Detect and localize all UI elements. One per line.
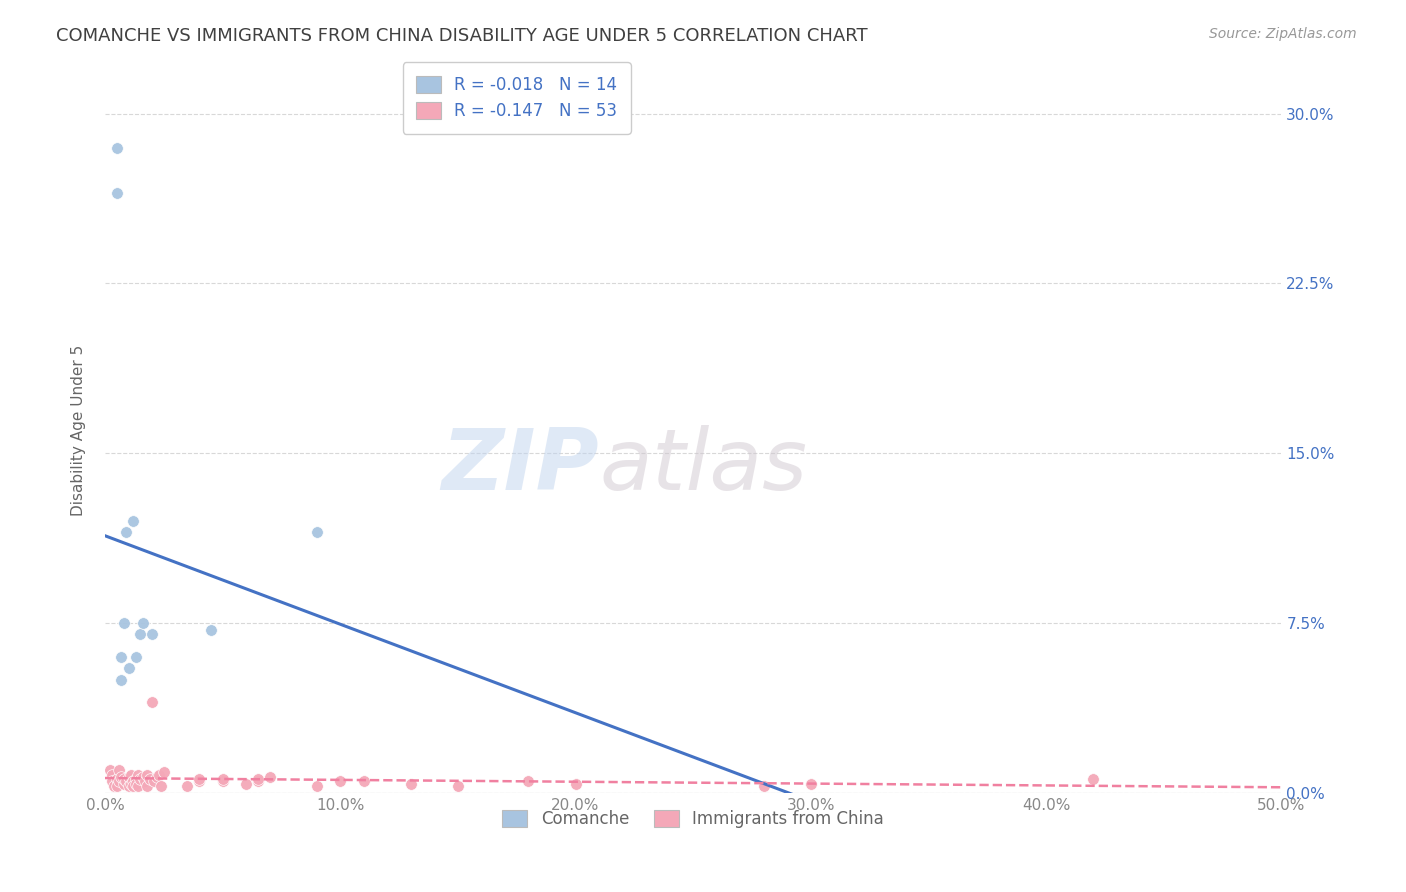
- Point: [131, 615, 153, 630]
- Point: [110, 649, 132, 664]
- Point: [143, 774, 166, 789]
- Point: [127, 779, 149, 793]
- Point: [105, 779, 128, 793]
- Point: [115, 525, 138, 540]
- Point: [105, 772, 128, 786]
- Point: [188, 772, 211, 786]
- Point: [246, 774, 269, 789]
- Point: [399, 776, 422, 790]
- Point: [122, 779, 145, 793]
- Point: [110, 770, 132, 784]
- Point: [211, 772, 233, 786]
- Point: [112, 776, 135, 790]
- Point: [353, 774, 375, 789]
- Point: [305, 779, 328, 793]
- Point: [148, 767, 170, 781]
- Point: [127, 767, 149, 781]
- Point: [115, 774, 138, 789]
- Point: [124, 649, 146, 664]
- Point: [145, 770, 167, 784]
- Point: [120, 767, 142, 781]
- Y-axis label: Disability Age Under 5: Disability Age Under 5: [72, 345, 86, 516]
- Point: [246, 772, 269, 786]
- Point: [176, 779, 198, 793]
- Point: [129, 772, 152, 786]
- Point: [122, 774, 145, 789]
- Point: [103, 779, 125, 793]
- Point: [134, 774, 156, 789]
- Point: [131, 770, 153, 784]
- Point: [105, 141, 128, 155]
- Point: [259, 770, 281, 784]
- Point: [1083, 772, 1105, 786]
- Point: [329, 774, 352, 789]
- Point: [101, 767, 124, 781]
- Point: [141, 695, 163, 709]
- Point: [136, 767, 159, 781]
- Point: [136, 779, 159, 793]
- Point: [447, 779, 470, 793]
- Point: [101, 774, 124, 789]
- Point: [235, 776, 257, 790]
- Point: [112, 772, 135, 786]
- Point: [117, 661, 139, 675]
- Point: [305, 525, 328, 540]
- Point: [124, 776, 146, 790]
- Point: [188, 774, 211, 789]
- Text: Source: ZipAtlas.com: Source: ZipAtlas.com: [1209, 27, 1357, 41]
- Point: [138, 772, 160, 786]
- Point: [564, 776, 586, 790]
- Point: [211, 774, 233, 789]
- Text: atlas: atlas: [599, 425, 807, 508]
- Point: [150, 779, 173, 793]
- Point: [200, 623, 222, 637]
- Point: [117, 779, 139, 793]
- Point: [110, 673, 132, 687]
- Point: [141, 627, 163, 641]
- Point: [120, 776, 142, 790]
- Point: [117, 770, 139, 784]
- Point: [153, 765, 176, 780]
- Text: ZIP: ZIP: [441, 425, 599, 508]
- Point: [752, 779, 775, 793]
- Point: [517, 774, 540, 789]
- Legend: Comanche, Immigrants from China: Comanche, Immigrants from China: [496, 804, 891, 835]
- Point: [800, 776, 823, 790]
- Text: COMANCHE VS IMMIGRANTS FROM CHINA DISABILITY AGE UNDER 5 CORRELATION CHART: COMANCHE VS IMMIGRANTS FROM CHINA DISABI…: [56, 27, 868, 45]
- Point: [105, 186, 128, 200]
- Point: [129, 627, 152, 641]
- Point: [98, 763, 121, 777]
- Point: [124, 772, 146, 786]
- Point: [112, 615, 135, 630]
- Point: [108, 774, 131, 789]
- Point: [108, 763, 131, 777]
- Point: [122, 514, 145, 528]
